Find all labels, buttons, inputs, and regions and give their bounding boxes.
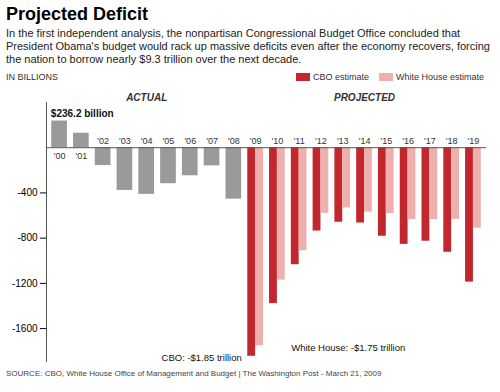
svg-text:'03: '03 xyxy=(119,136,131,146)
svg-text:White House: -$1.75 trillion: White House: -$1.75 trillion xyxy=(291,342,405,353)
svg-text:'01: '01 xyxy=(75,151,87,161)
svg-text:'10: '10 xyxy=(272,136,284,146)
svg-text:'15: '15 xyxy=(380,136,392,146)
svg-text:-800: -800 xyxy=(17,232,37,243)
svg-text:'13: '13 xyxy=(337,136,349,146)
svg-text:'18: '18 xyxy=(446,136,458,146)
svg-text:'05: '05 xyxy=(163,136,175,146)
svg-text:'11: '11 xyxy=(294,136,305,146)
html-text:Projected Deficit: Projected Deficit xyxy=(6,4,148,24)
svg-text:'14: '14 xyxy=(359,136,371,146)
html-text:IN BILLIONS: IN BILLIONS xyxy=(6,71,58,82)
svg-text:PROJECTED: PROJECTED xyxy=(334,92,395,103)
svg-text:'19: '19 xyxy=(468,136,480,146)
svg-text:CBO: -$1.85 trillion: CBO: -$1.85 trillion xyxy=(162,352,242,363)
html-text:SOURCE: CBO, White House Offic: SOURCE: CBO, White House Office of Manag… xyxy=(6,369,382,378)
svg-text:'17: '17 xyxy=(424,136,436,146)
svg-text:ACTUAL: ACTUAL xyxy=(125,92,167,103)
svg-text:-1200: -1200 xyxy=(12,278,38,289)
svg-text:'00: '00 xyxy=(54,151,66,161)
html-text:In the first independent analy: In the first independent analysis, the n… xyxy=(6,27,490,65)
svg-text:-400: -400 xyxy=(17,187,37,198)
svg-text:'16: '16 xyxy=(402,136,414,146)
svg-text:'12: '12 xyxy=(315,136,327,146)
html-text:White House estimate: White House estimate xyxy=(396,71,484,82)
svg-text:'02: '02 xyxy=(97,136,109,146)
svg-text:'09: '09 xyxy=(250,136,262,146)
svg-text:'04: '04 xyxy=(141,136,153,146)
svg-text:$236.2 billion: $236.2 billion xyxy=(51,108,114,119)
html-text:CBO estimate: CBO estimate xyxy=(312,71,369,82)
svg-text:'06: '06 xyxy=(184,136,196,146)
svg-text:-1600: -1600 xyxy=(12,323,38,334)
svg-text:'07: '07 xyxy=(206,136,218,146)
svg-text:'08: '08 xyxy=(228,136,240,146)
